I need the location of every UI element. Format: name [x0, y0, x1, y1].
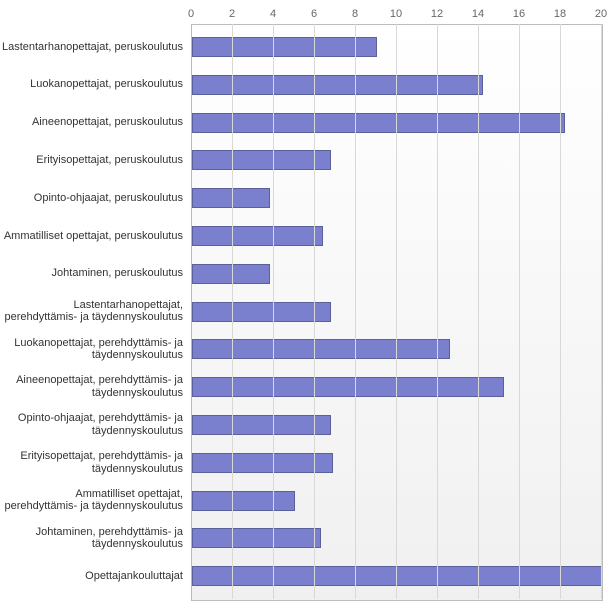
- x-tick-label: 0: [181, 8, 201, 20]
- gridline: [396, 24, 397, 599]
- x-tick-label: 6: [304, 8, 324, 20]
- y-label: Ammatilliset opettajat, peruskoulutus: [0, 217, 189, 255]
- y-label-text: Johtaminen, perehdyttämis- ja täydennysk…: [0, 526, 183, 551]
- y-label: Aineenopettajat, perehdyttämis- ja täyde…: [0, 368, 189, 406]
- y-label: Lastentarhanopettajat, perehdyttämis- ja…: [0, 293, 189, 331]
- x-tick-label: 14: [468, 8, 488, 20]
- x-tick-label: 4: [263, 8, 283, 20]
- gridline: [437, 24, 438, 599]
- y-label-text: Erityisopettajat, perehdyttämis- ja täyd…: [0, 450, 183, 475]
- bar: [192, 302, 331, 322]
- y-label: Erityisopettajat, peruskoulutus: [0, 141, 189, 179]
- gridline: [601, 24, 602, 599]
- x-tick-label: 10: [386, 8, 406, 20]
- x-tick-label: 2: [222, 8, 242, 20]
- gridline: [232, 24, 233, 599]
- bar: [192, 226, 323, 246]
- y-label-text: Aineenopettajat, perehdyttämis- ja täyde…: [0, 374, 183, 399]
- y-label: Luokanopettajat, peruskoulutus: [0, 66, 189, 104]
- chart-container: 0 2 4 6 8 10 12 14 16 18 20 Lastentarhanopettajat,…: [0, 0, 607, 603]
- y-label: Erityisopettajat, perehdyttämis- ja täyd…: [0, 444, 189, 482]
- x-tick-label: 8: [345, 8, 365, 20]
- bar: [192, 150, 331, 170]
- x-tick-label: 18: [550, 8, 570, 20]
- y-label-text: Opinto-ohjaajat, peruskoulutus: [34, 192, 183, 205]
- bar: [192, 75, 483, 95]
- bar: [192, 339, 450, 359]
- gridline: [519, 24, 520, 599]
- bar: [192, 415, 331, 435]
- y-label: Aineenopettajat, peruskoulutus: [0, 104, 189, 142]
- gridline: [355, 24, 356, 599]
- y-label-text: Lastentarhanopettajat, perehdyttämis- ja…: [0, 299, 183, 324]
- y-label-text: Opinto-ohjaajat, perehdyttämis- ja täyde…: [0, 412, 183, 437]
- y-label-text: Luokanopettajat, perehdyttämis- ja täyde…: [0, 337, 183, 362]
- gridline: [314, 24, 315, 599]
- y-label-text: Opettajankouluttajat: [85, 570, 183, 583]
- gridline: [478, 24, 479, 599]
- bar: [192, 453, 333, 473]
- y-label-text: Lastentarhanopettajat, peruskoulutus: [2, 41, 183, 54]
- x-tick-label: 12: [427, 8, 447, 20]
- y-label-text: Ammatilliset opettajat, perehdyttämis- j…: [0, 488, 183, 513]
- y-label-text: Luokanopettajat, peruskoulutus: [30, 78, 183, 91]
- y-label: Opettajankouluttajat: [0, 557, 189, 595]
- bar: [192, 377, 504, 397]
- y-label: Opinto-ohjaajat, perehdyttämis- ja täyde…: [0, 406, 189, 444]
- y-label: Opinto-ohjaajat, peruskoulutus: [0, 179, 189, 217]
- gridline: [560, 24, 561, 599]
- bar: [192, 188, 270, 208]
- y-label-text: Johtaminen, peruskoulutus: [52, 267, 183, 280]
- bar: [192, 37, 377, 57]
- y-label: Luokanopettajat, perehdyttämis- ja täyde…: [0, 330, 189, 368]
- y-label: Johtaminen, peruskoulutus: [0, 255, 189, 293]
- bar: [192, 528, 321, 548]
- y-label: Ammatilliset opettajat, perehdyttämis- j…: [0, 482, 189, 520]
- x-tick-label: 16: [509, 8, 529, 20]
- y-label: Lastentarhanopettajat, peruskoulutus: [0, 28, 189, 66]
- y-label-text: Ammatilliset opettajat, peruskoulutus: [4, 230, 183, 243]
- gridline: [273, 24, 274, 599]
- y-label-text: Erityisopettajat, peruskoulutus: [36, 154, 183, 167]
- bar: [192, 566, 602, 586]
- bar: [192, 264, 270, 284]
- bar: [192, 491, 295, 511]
- y-label: Johtaminen, perehdyttämis- ja täydennysk…: [0, 519, 189, 557]
- bar: [192, 113, 565, 133]
- x-tick-label: 20: [591, 8, 607, 20]
- y-label-text: Aineenopettajat, peruskoulutus: [32, 116, 183, 129]
